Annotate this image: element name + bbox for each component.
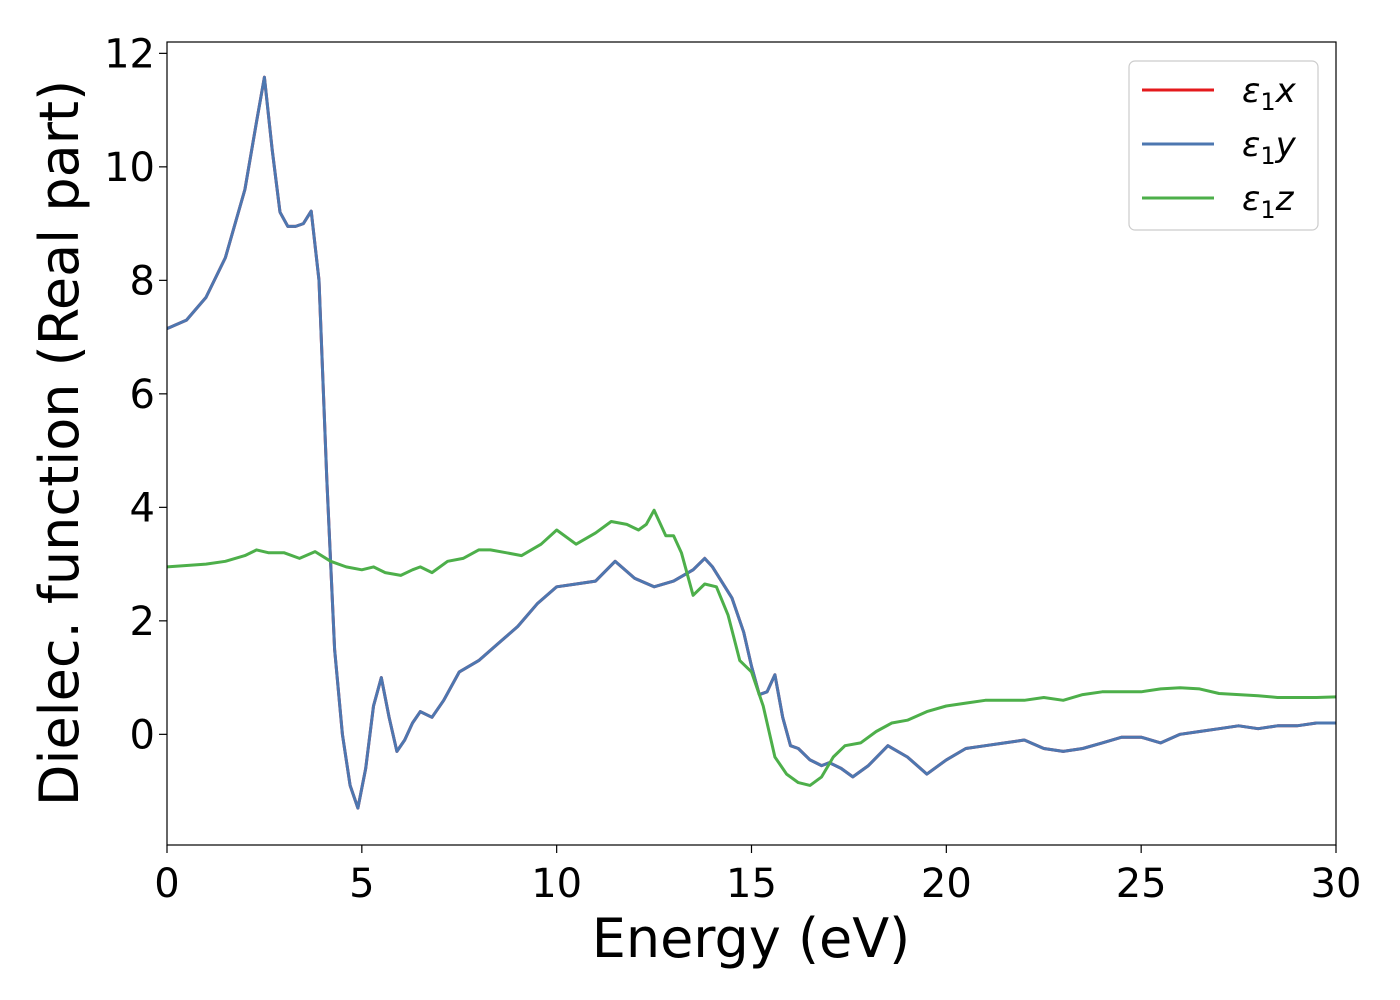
legend-label-y: ε1y: [1242, 125, 1297, 170]
x-tick-label: 30: [1311, 861, 1362, 907]
x-tick-label: 15: [726, 861, 777, 907]
y-tick-label: 6: [130, 372, 155, 418]
series-line-z: [167, 508, 1336, 787]
y-tick-label: 0: [130, 712, 155, 758]
x-tick-label: 5: [349, 861, 374, 907]
x-tick-label: 0: [154, 861, 179, 907]
x-tick-label: 20: [921, 861, 972, 907]
legend-label-x: ε1x: [1242, 71, 1297, 116]
x-axis-label: Energy (eV): [592, 907, 911, 970]
y-tick-label: 10: [104, 145, 155, 191]
series-line-y: [167, 75, 1336, 810]
y-axis: 0 2 4 6 8 10 12: [104, 31, 167, 758]
y-tick-label: 4: [130, 485, 155, 531]
legend-label-z: ε1z: [1242, 179, 1295, 224]
x-axis: 0 5 10 15 20 25 30: [154, 845, 1361, 907]
y-tick-label: 2: [130, 599, 155, 645]
x-tick-label: 10: [531, 861, 582, 907]
y-tick-label: 12: [104, 31, 155, 77]
series-layer: [167, 75, 1336, 810]
legend: ε1x ε1y ε1z: [1128, 60, 1319, 231]
legend-box: [1128, 60, 1319, 231]
y-axis-label: Dielec. function (Real part): [28, 80, 91, 806]
y-tick-label: 8: [130, 258, 155, 304]
x-tick-label: 25: [1116, 861, 1167, 907]
